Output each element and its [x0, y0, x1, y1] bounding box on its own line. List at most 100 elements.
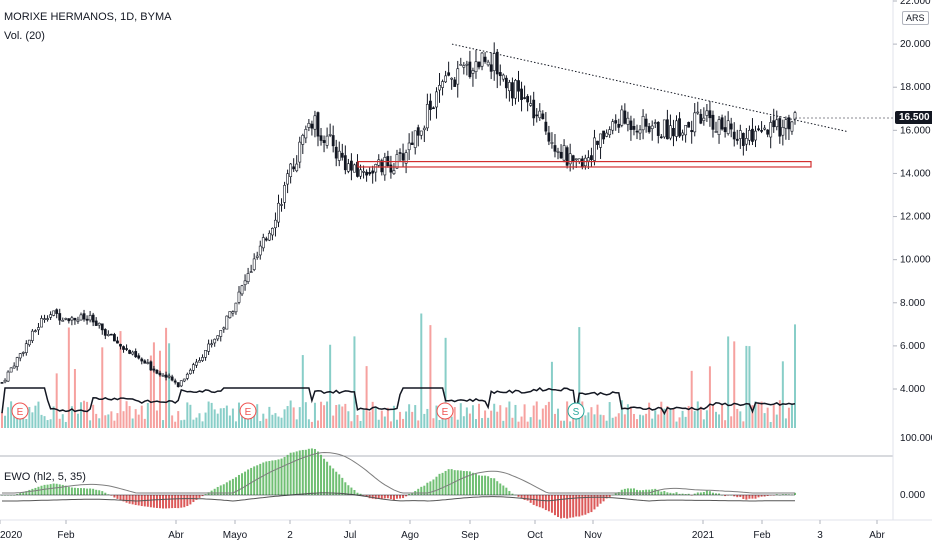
- candle-body: [744, 138, 748, 145]
- volume-bar: [438, 419, 441, 428]
- candle-body: [456, 68, 460, 85]
- candle-body: [0, 382, 4, 384]
- event-marker-split[interactable]: S: [567, 402, 585, 420]
- candle-body: [179, 380, 183, 387]
- volume-bar: [471, 405, 474, 428]
- volume-bar: [73, 368, 76, 428]
- ewo-bar: [286, 454, 289, 495]
- ewo-bar: [462, 471, 465, 495]
- volume-bar: [4, 415, 7, 428]
- price-tick-label: 16.000: [900, 125, 931, 136]
- candle-body: [85, 318, 89, 321]
- ewo-bar: [511, 493, 514, 495]
- volume-legend[interactable]: Vol. (20): [4, 30, 45, 42]
- candle-body: [128, 350, 132, 354]
- ewo-bar: [632, 488, 635, 495]
- volume-bar: [660, 401, 663, 428]
- symbol-legend[interactable]: MORIXE HERMANOS, 1D, BYMA: [4, 11, 172, 23]
- candle-body: [70, 317, 74, 321]
- candle-body: [498, 72, 502, 77]
- candle-body: [195, 361, 198, 366]
- ewo-bar: [335, 471, 338, 495]
- candle-body: [474, 61, 478, 72]
- volume-bar: [711, 404, 714, 428]
- volume-bar: [666, 406, 669, 428]
- candle-body: [441, 81, 444, 88]
- ewo-bar: [268, 461, 271, 495]
- candle-body: [140, 358, 144, 362]
- volume-bar: [745, 345, 748, 428]
- ewo-bar: [657, 490, 660, 495]
- volume-bar: [271, 414, 274, 428]
- volume-ma-line: [1, 386, 796, 416]
- candle-body: [380, 160, 384, 173]
- candle-body: [343, 155, 347, 171]
- volume-bar: [459, 403, 462, 428]
- event-marker-earnings[interactable]: E: [239, 402, 257, 420]
- ewo-bar: [237, 474, 240, 495]
- volume-bar: [505, 407, 508, 428]
- volume-bar: [769, 421, 772, 428]
- ewo-bar: [581, 495, 584, 516]
- volume-bar: [265, 418, 268, 428]
- candle-body: [271, 227, 274, 236]
- candle-body: [429, 100, 432, 110]
- candle-body: [711, 114, 715, 130]
- volume-bar: [134, 409, 137, 428]
- event-marker-earnings[interactable]: E: [436, 402, 454, 420]
- volume-bar: [632, 413, 635, 428]
- ewo-bar: [681, 493, 684, 495]
- volume-bar: [690, 370, 693, 428]
- volume-bar: [228, 415, 231, 428]
- ewo-bar: [31, 488, 34, 495]
- ewo-bar: [101, 491, 104, 495]
- volume-bar: [286, 406, 289, 428]
- volume-bar: [496, 411, 499, 428]
- candle-body: [143, 360, 147, 364]
- candle-body: [775, 119, 779, 128]
- volume-bar: [7, 407, 10, 428]
- event-marker-earnings[interactable]: E: [11, 402, 29, 420]
- ewo-bar: [696, 492, 699, 495]
- support-zone-box: [357, 160, 812, 168]
- candle-body: [523, 97, 526, 99]
- currency-badge[interactable]: ARS: [902, 11, 929, 25]
- ewo-bar: [316, 451, 319, 495]
- candle-body: [192, 364, 195, 371]
- volume-bar: [250, 415, 253, 428]
- volume-bar: [535, 401, 538, 428]
- volume-bar: [19, 414, 22, 428]
- ewo-bar: [158, 495, 161, 509]
- candle-body: [511, 82, 514, 99]
- volume-bar: [222, 408, 225, 428]
- candle-body: [30, 330, 34, 341]
- candle-body: [605, 132, 609, 137]
- ewo-bar: [617, 492, 620, 495]
- candle-body: [371, 170, 375, 174]
- volume-bar: [219, 408, 222, 428]
- candle-body: [188, 369, 192, 375]
- candle-body: [784, 119, 788, 129]
- ewo-bar: [323, 458, 326, 495]
- ewo-bar: [128, 495, 131, 504]
- candle-body: [407, 142, 411, 151]
- candle-body: [377, 159, 381, 166]
- volume-bar: [16, 412, 19, 428]
- ewo-bar: [775, 494, 778, 495]
- event-marker-circle: [239, 402, 257, 420]
- candle-body: [647, 126, 651, 133]
- ewo-bar: [162, 495, 165, 509]
- volume-bar: [10, 401, 13, 428]
- ewo-bar: [599, 495, 602, 504]
- ewo-legend[interactable]: EWO (hl2, 5, 35): [4, 471, 86, 483]
- ewo-bar: [25, 491, 28, 495]
- volume-bar: [675, 421, 678, 428]
- volume-bar: [487, 417, 490, 428]
- volume-bar: [611, 417, 614, 428]
- volume-bar: [705, 410, 708, 428]
- volume-bar: [708, 366, 711, 428]
- volume-bar: [663, 408, 666, 428]
- ewo-bar: [228, 480, 231, 495]
